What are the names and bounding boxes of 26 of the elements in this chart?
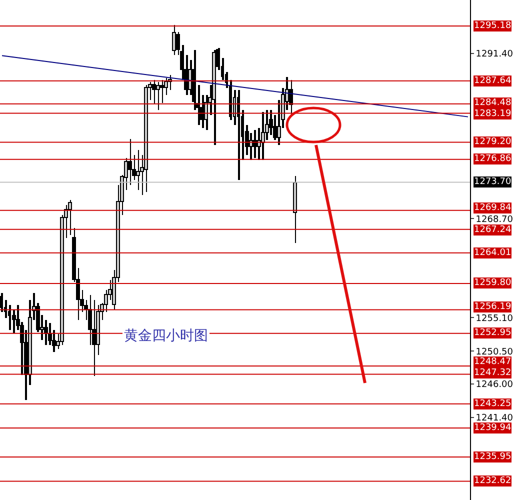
ref-line-label: 1259.80: [474, 278, 512, 288]
ref-line-label: 1239.94: [474, 423, 512, 433]
ref-line-label: 1273.70: [474, 177, 512, 187]
y-tick-label: 1268.70: [476, 214, 514, 225]
ref-line-label: 1256.19: [474, 302, 512, 312]
ref-line-label: 1295.18: [474, 21, 512, 31]
ref-line-label: 1276.86: [474, 154, 512, 164]
y-tick-label: 1255.10: [476, 314, 514, 324]
ref-line-label: 1248.47: [474, 357, 512, 367]
annotation: 黄金四小时图: [124, 328, 208, 344]
y-tick-label: 1246.00: [476, 380, 514, 390]
ref-line-label: 1243.25: [474, 399, 512, 409]
ref-line-label: 1287.64: [474, 76, 512, 86]
ref-line-label: 1267.24: [474, 225, 512, 235]
ref-line-label: 1252.95: [474, 328, 512, 338]
y-tick-label: 1291.40: [476, 50, 514, 60]
y-tick-label: 1250.50: [476, 347, 514, 358]
ref-line-label: 1232.62: [474, 476, 512, 486]
ref-line-label: 1235.95: [474, 452, 512, 462]
ref-line-label: 1284.48: [474, 98, 512, 108]
ref-line-label: 1279.20: [474, 137, 512, 147]
ref-line-label: 1283.19: [474, 109, 512, 119]
ref-line-label: 1269.84: [474, 203, 512, 213]
ref-line-label: 1264.01: [474, 248, 512, 258]
ref-line-label: 1247.32: [474, 368, 512, 378]
y-tick-label: 1241.40: [476, 414, 514, 424]
